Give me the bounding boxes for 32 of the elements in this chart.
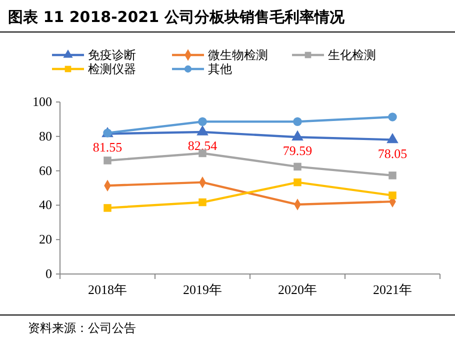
legend-label: 微生物检测 <box>208 48 268 62</box>
text: 资料来源：公司公告 <box>28 321 136 335</box>
point <box>104 156 112 164</box>
data-label: 82.54 <box>188 138 218 154</box>
x-tick-label: 2019年 <box>183 282 222 297</box>
y-tick-label: 0 <box>46 266 52 281</box>
data-label: 79.59 <box>282 143 312 158</box>
y-tick-label: 40 <box>39 197 52 212</box>
data-label: 81.55 <box>92 140 122 155</box>
legend-label: 免疫诊断 <box>88 48 136 62</box>
point <box>198 117 207 126</box>
point <box>198 198 206 206</box>
point <box>388 112 397 122</box>
point <box>104 204 112 212</box>
y-tick-label: 80 <box>39 128 52 144</box>
point <box>292 130 304 141</box>
point <box>293 117 302 126</box>
x-tick-label: 2021年 <box>373 282 412 297</box>
y-tick-label: 20 <box>39 232 52 247</box>
point <box>388 172 396 180</box>
legend-label: 检测仪器 <box>88 62 136 76</box>
legend-label: 其他 <box>208 62 232 76</box>
chart-title: 图表 11 2018-2021 公司分板块销售毛利率情况 <box>8 8 346 26</box>
point <box>294 162 302 171</box>
y-tick-label: 60 <box>39 162 52 178</box>
y-tick-label: 100 <box>32 94 52 109</box>
x-tick-label: 2020年 <box>278 282 317 297</box>
point <box>388 192 396 200</box>
x-tick-label: 2018年 <box>88 282 127 297</box>
legend-label: 生化检测 <box>328 48 376 62</box>
data-label: 78.05 <box>378 146 408 161</box>
point <box>294 178 302 186</box>
